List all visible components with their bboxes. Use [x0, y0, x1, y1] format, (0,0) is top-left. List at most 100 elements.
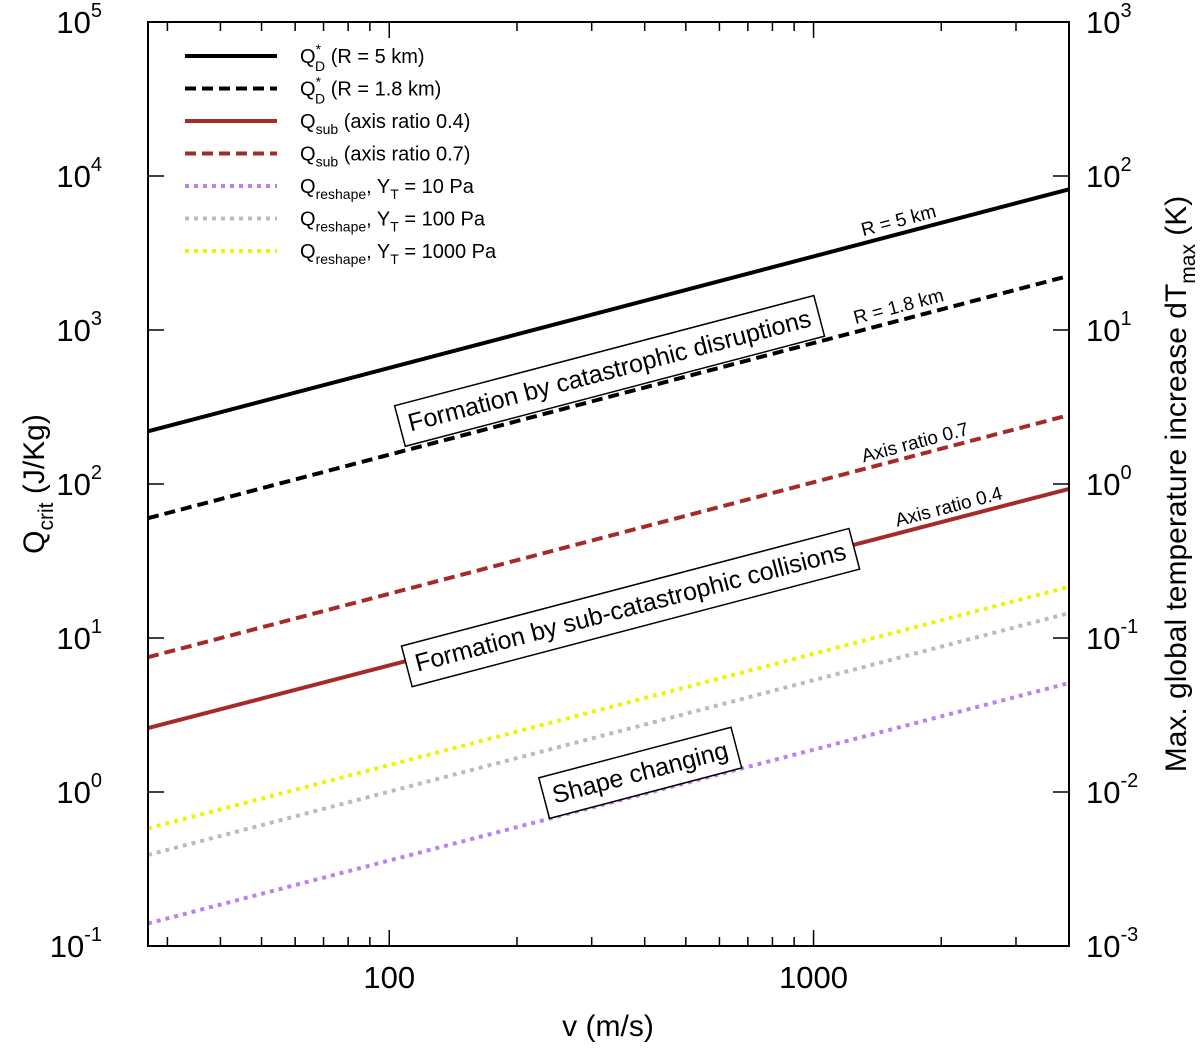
y-tick-label: 10-1	[50, 924, 102, 964]
y2-tick-exponent: 2	[1120, 154, 1131, 176]
legend-tail: = 1000 Pa	[399, 241, 497, 263]
legend-tail: (axis ratio 0.7)	[338, 144, 470, 166]
y2-tick-label: 10-1	[1086, 616, 1138, 656]
legend-sub: sub	[316, 121, 339, 137]
y-tick-base: 10	[56, 621, 90, 656]
y2-tick-base: 10	[1086, 467, 1120, 502]
y2-tick-exponent: -3	[1120, 924, 1138, 946]
x-tick-label: 1000	[779, 960, 848, 995]
series-line-qreshape-1000	[147, 584, 1070, 831]
y2-tick-base: 10	[1086, 5, 1120, 40]
legend-mid: , Y	[366, 241, 390, 263]
legend-main: Q	[300, 209, 316, 231]
legend-tail: (R = 5 km)	[325, 46, 424, 68]
x-tick-label: 100	[363, 960, 415, 995]
region-label-frame	[537, 726, 743, 820]
y2-tick-label: 101	[1086, 308, 1132, 348]
y-tick-base: 10	[56, 159, 90, 194]
series-line-qd-5km	[147, 187, 1070, 434]
y2-tick-base: 10	[1086, 313, 1120, 348]
svg-text:Qcrit (J/Kg): Qcrit (J/Kg)	[18, 414, 58, 554]
y2-axis-title-main: Max. global temperature increase dT	[1160, 284, 1193, 773]
y-tick-base: 10	[50, 929, 84, 964]
y-tick-exponent: 5	[91, 0, 102, 22]
legend-sub: reshape	[316, 219, 367, 235]
y2-tick-label: 10-2	[1086, 770, 1138, 810]
legend-main: Q	[300, 111, 316, 133]
y-axis-title-main: Q	[18, 531, 51, 554]
legend-label-qsub-0_4: Qsub (axis ratio 0.4)	[300, 111, 470, 137]
y2-tick-base: 10	[1086, 775, 1120, 810]
y-tick-label: 104	[56, 154, 102, 194]
y2-tick-exponent: 1	[1120, 308, 1131, 330]
y2-tick-exponent: -1	[1120, 616, 1138, 638]
legend-label-qd-1_8km: Q* D (R = 1.8 km)	[300, 74, 441, 107]
y-tick-label: 105	[56, 0, 102, 40]
legend-sub: reshape	[316, 186, 367, 202]
plot-frame	[147, 21, 1070, 947]
y-tick-label: 100	[56, 770, 102, 810]
legend-sup: *	[316, 41, 322, 57]
y-tick-base: 10	[56, 775, 90, 810]
series-line-qreshape-10	[147, 681, 1070, 926]
legend-sub: sub	[316, 154, 339, 170]
y-tick-exponent: -1	[84, 924, 102, 946]
legend-sub: reshape	[316, 251, 367, 267]
legend-tail: = 100 Pa	[399, 209, 486, 231]
legend-main: Q	[300, 144, 316, 166]
series-line-qreshape-100	[147, 611, 1070, 857]
legend-label-qsub-0_7: Qsub (axis ratio 0.7)	[300, 144, 470, 170]
legend-main: Q	[300, 79, 316, 101]
y-tick-exponent: 4	[91, 154, 102, 176]
y-axis-title-sub: crit	[35, 502, 58, 530]
plot-background	[148, 22, 1069, 946]
series-line-qsub-0_7	[147, 413, 1070, 660]
axis-ticks: 100 100010-110010110210310410510-310-210-…	[50, 0, 1139, 995]
y-tick-exponent: 1	[91, 616, 102, 638]
y2-tick-label: 102	[1086, 154, 1132, 194]
y2-tick-label: 10-3	[1086, 924, 1138, 964]
legend-label-qreshape-100: Qreshape, YT = 100 Pa	[300, 209, 486, 235]
y-axis-title-rest: (J/Kg)	[18, 414, 51, 502]
legend-main: Q	[300, 46, 316, 68]
y2-tick-base: 10	[1086, 159, 1120, 194]
legend-sub2: T	[390, 219, 399, 235]
y-tick-label: 102	[56, 462, 102, 502]
y2-tick-exponent: 0	[1120, 462, 1131, 484]
legend-mid: , Y	[366, 209, 390, 231]
legend-label-qd-5km: Q* D (R = 5 km)	[300, 41, 425, 74]
y2-axis-title-sub: max	[1177, 244, 1200, 284]
y2-tick-label: 100	[1086, 462, 1132, 502]
y2-tick-base: 10	[1086, 929, 1120, 964]
legend-label-qreshape-10: Qreshape, YT = 10 Pa	[300, 176, 475, 202]
y-tick-label: 101	[56, 616, 102, 656]
legend-tail: (R = 1.8 km)	[325, 79, 441, 101]
y-axis-title: Qcrit (J/Kg)	[18, 414, 58, 554]
legend-sub2: T	[390, 186, 399, 202]
y2-tick-label: 103	[1086, 0, 1132, 40]
legend-label-qreshape-1000: Qreshape, YT = 1000 Pa	[300, 241, 497, 267]
legend-mid: , Y	[366, 176, 390, 198]
region-label-frame	[393, 294, 826, 448]
legend-main: Q	[300, 176, 316, 198]
y-tick-exponent: 3	[91, 308, 102, 330]
x-axis-title: v (m/s)	[562, 1010, 654, 1043]
y-tick-exponent: 0	[91, 770, 102, 792]
y2-tick-exponent: 3	[1120, 0, 1131, 22]
svg-text:Max. global temperature increa: Max. global temperature increase dTmax (…	[1160, 196, 1200, 773]
y-tick-base: 10	[56, 5, 90, 40]
y-tick-base: 10	[56, 467, 90, 502]
y2-tick-base: 10	[1086, 621, 1120, 656]
y2-tick-exponent: -2	[1120, 770, 1138, 792]
y2-axis-title-rest: (K)	[1160, 196, 1193, 244]
legend-sup: *	[316, 74, 322, 90]
legend-sub: D	[315, 58, 325, 74]
legend-sub2: T	[390, 251, 399, 267]
y-tick-label: 103	[56, 308, 102, 348]
legend-sub: D	[315, 91, 325, 107]
legend-tail: = 10 Pa	[399, 176, 475, 198]
y-tick-exponent: 2	[91, 462, 102, 484]
y-tick-base: 10	[56, 313, 90, 348]
series-line-qd-1_8km	[147, 273, 1070, 521]
